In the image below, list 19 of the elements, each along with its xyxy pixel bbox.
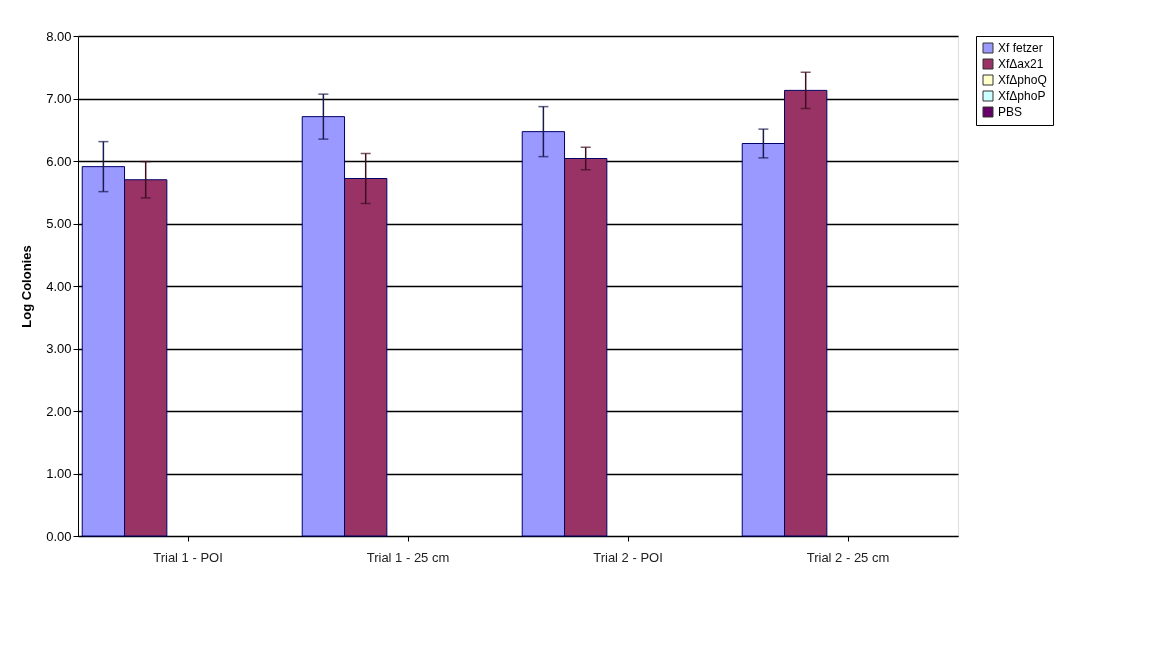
x-tick-label: Trial 1 - POI [153, 549, 223, 565]
legend-label: Xf fetzer [998, 41, 1043, 55]
y-tick-label: 0.00 [46, 528, 72, 544]
legend-label: XfΔphoQ [998, 73, 1047, 87]
y-tick-label: 4.00 [46, 278, 72, 294]
y-tick-label: 3.00 [46, 341, 72, 356]
legend-label: XfΔax21 [998, 57, 1044, 71]
y-tick-label: 6.00 [46, 153, 72, 169]
y-tick-label: 8.00 [46, 28, 72, 44]
y-tick-label: 5.00 [46, 216, 72, 231]
x-tick-label: Trial 1 - 25 cm [366, 549, 450, 565]
y-axis-title: Log Colonies [19, 245, 35, 328]
x-tick-label: Trial 2 - POI [593, 549, 663, 565]
legend-label: PBS [998, 105, 1023, 119]
y-tick-label: 1.00 [46, 466, 72, 481]
legend-label: XfΔphoP [998, 89, 1046, 103]
y-tick-label: 7.00 [46, 91, 72, 106]
y-tick-label: 2.00 [46, 403, 72, 419]
x-tick-label: Trial 2 - 25 cm [806, 549, 890, 565]
